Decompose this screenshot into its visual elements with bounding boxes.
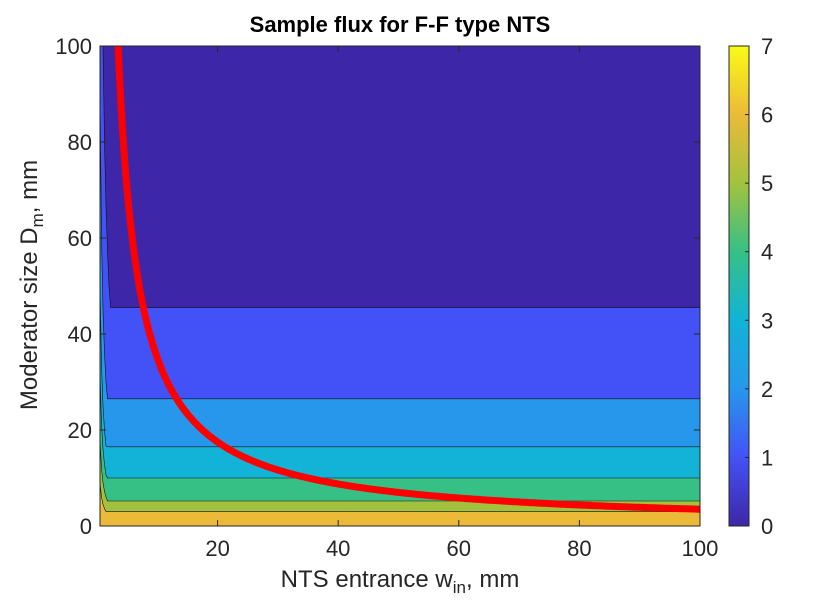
contour-line-2 [102,46,700,308]
optimal-curve-layer [114,46,700,513]
x-axis-label: NTS entrance win, mm [100,566,700,598]
contour-line-6 [100,439,700,502]
contour-band-3 [100,94,700,526]
y-axis-label-prefix: Moderator size D [16,227,44,411]
colorbar-tick-label-8: 7 [761,34,773,59]
optimal-curve [114,46,700,513]
x-axis-label-prefix: NTS entrance w [280,566,453,593]
contour-line-5 [100,372,700,479]
contour-band-4 [100,286,700,526]
contour-lines [100,46,700,512]
y-tick-label-4: 60 [68,226,92,251]
colorbar-tick-label-6: 5 [761,171,773,196]
y-tick-label-1: 0 [80,514,92,539]
colorbar-tick-label-5: 4 [761,240,773,265]
y-tick-label-6: 100 [55,34,92,59]
colorbar-tick-label-2: 1 [761,445,773,470]
contour-band-5 [100,372,700,526]
colorbar: 0 1 2 3 4 5 6 7 [728,34,773,539]
x-axis-label-suffix: , mm [465,566,520,593]
x-axis: 20 40 60 80 100 [205,46,718,561]
colorbar-gradient [728,45,750,527]
colorbar-tick-label-1: 0 [761,514,773,539]
y-tick-label-2: 20 [68,418,92,443]
colorbar-tick-label-7: 6 [761,103,773,128]
x-tick-label-2: 40 [326,536,350,561]
x-axis-label-subscript: in [452,577,466,597]
y-axis-label-subscript: m [27,213,47,228]
chart-title: Sample flux for F-F type NTS [249,12,551,37]
x-tick-label-3: 60 [447,536,471,561]
contour-line-3 [100,93,700,400]
x-tick-label-4: 80 [567,536,591,561]
y-axis-label: Moderator size Dm, mm [16,160,48,410]
axes-box [99,45,701,527]
y-axis: 0 20 40 60 80 100 [55,34,700,539]
y-axis-label-suffix: , mm [16,159,44,214]
x-tick-label-1: 20 [205,536,229,561]
y-tick-label-3: 40 [68,322,92,347]
contour-regions [100,46,700,526]
contour-line-1 [110,46,700,47]
contour-line-7 [100,482,700,512]
y-tick-label-5: 80 [68,130,92,155]
contour-band-7 [100,482,700,526]
colorbar-tick-label-3: 2 [761,377,773,402]
contour-line-4 [100,285,700,448]
x-tick-label-5: 100 [682,536,719,561]
colorbar-tick-label-4: 3 [761,308,773,333]
